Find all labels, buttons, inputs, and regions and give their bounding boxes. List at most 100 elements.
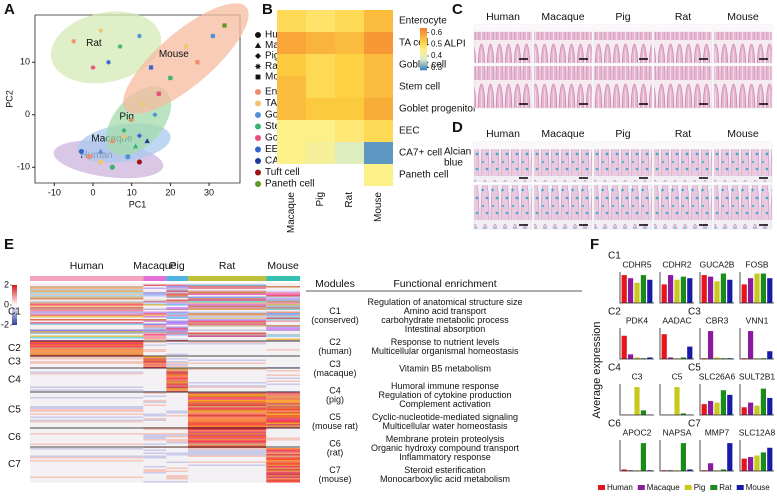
heatmap-texture [166,344,188,347]
heatmap-texture [143,289,167,291]
heatmap-texture [143,287,167,290]
heatmap-texture [166,407,188,410]
heatmap-texture [166,478,188,480]
heatmap-texture [187,476,267,479]
heatmap-texture [266,329,300,332]
heatmap-texture [166,347,188,350]
bar [640,443,646,471]
heatmap-texture [266,389,300,392]
heatmap-texture [143,386,167,389]
gene-label: C3 [632,371,643,381]
heatmap-texture [143,290,167,293]
heatmap-texture [143,449,167,452]
legend-swatch [255,181,261,187]
heatmap-texture [187,407,267,410]
legend-swatch [637,485,645,490]
heatmap-texture [266,374,300,377]
heatmap-texture [143,442,167,444]
bar [661,284,667,303]
heatmap-texture [187,289,267,291]
heatmap-texture [266,347,300,350]
heatmap-texture [266,292,300,294]
heatmap-texture [30,463,144,465]
table-term: Multicellular water homeostasis [382,421,508,431]
heatmap-texture [187,296,267,299]
pca-point [129,117,135,123]
table-module-group: (mouse rat) [312,421,358,431]
heatmap-texture [187,478,267,480]
heatmap-texture [30,292,144,294]
heatmap-texture [266,341,300,344]
heatmap-texture [166,364,188,366]
heatmap-texture [266,287,300,290]
heatmap-texture [30,430,144,432]
heatmap-texture [187,466,267,468]
heatmap-texture [166,310,188,312]
species-header: Mouse [727,11,759,23]
heatmap-texture [266,373,300,375]
heatmap-texture [143,298,167,300]
heatmap-cell [335,54,364,76]
stain-label: Alcian [444,147,471,158]
heatmap-texture [187,430,267,432]
table-term: Regulation of cytokine production [378,390,511,400]
heatmap-texture [187,365,267,368]
heatmap-texture [143,415,167,417]
micrograph-background [714,142,772,150]
row-label: Enterocyte [399,16,447,27]
heatmap-texture [266,448,300,450]
heatmap-texture [266,407,300,410]
colorbar-step [420,36,427,38]
heatmap-texture [30,299,144,302]
heatmap-texture [143,400,167,402]
heatmap-texture [30,385,144,387]
heatmap-texture [30,460,144,462]
row-label: CA7+ cell [399,148,442,159]
legend-swatch [736,485,744,490]
heatmap-texture [143,481,167,483]
table-module-group: (pig) [326,394,344,404]
heatmap-texture [187,436,267,438]
colorbar-label: 2 [4,279,9,289]
heatmap-texture [166,295,188,297]
heatmap-texture [266,304,300,306]
colorbar-step [420,57,427,59]
heatmap-texture [187,310,267,312]
y-tick-label: 0 [25,109,30,119]
gene-label: VNN1 [746,315,769,325]
heatmap-texture [143,286,167,288]
bar [714,281,720,303]
bar [628,354,634,359]
micrograph-background [654,142,712,150]
table-header: Modules [315,278,355,290]
heatmap-texture [266,296,300,299]
table-term: Multicellular organismal homeostasis [371,346,519,356]
heatmap-texture [30,421,144,423]
heatmap-texture [143,422,167,425]
colorbar-label: 0.5 [431,39,443,48]
heatmap-texture [143,305,167,308]
heatmap-texture [30,325,144,327]
table-module: C5 [329,412,341,422]
x-tick-label: 30 [204,187,214,197]
heatmap-texture [166,418,188,420]
colorbar-step [420,60,427,62]
module-label: C4 [608,363,621,374]
bar [754,455,760,471]
heatmap-texture [166,463,188,465]
heatmap-texture [30,376,144,378]
bar [754,405,760,415]
colorbar-label: 0 [4,299,9,309]
pca-point [71,38,77,44]
legend-label: EEC [265,144,286,155]
species-ellipse-label: Mouse [159,49,189,60]
heatmap-texture [30,286,144,288]
heatmap-texture [187,314,267,317]
module-label: C6 [8,432,21,443]
species-ellipse-label: Pig [119,112,133,123]
bar [628,278,634,303]
heatmap-texture [143,440,167,443]
heatmap-texture [143,319,167,321]
heatmap-texture [187,442,267,444]
heatmap-texture [30,337,144,339]
